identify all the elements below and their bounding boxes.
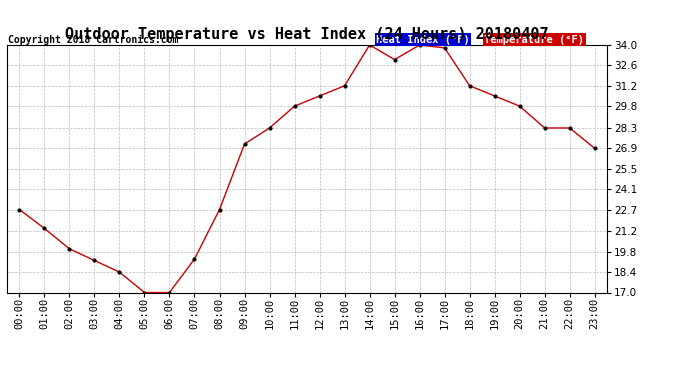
Title: Outdoor Temperature vs Heat Index (24 Hours) 20180407: Outdoor Temperature vs Heat Index (24 Ho… [66, 27, 549, 42]
Text: Copyright 2018 Cartronics.com: Copyright 2018 Cartronics.com [8, 35, 178, 45]
Text: Temperature (°F): Temperature (°F) [484, 35, 584, 45]
Text: Heat Index (°F): Heat Index (°F) [376, 35, 470, 45]
